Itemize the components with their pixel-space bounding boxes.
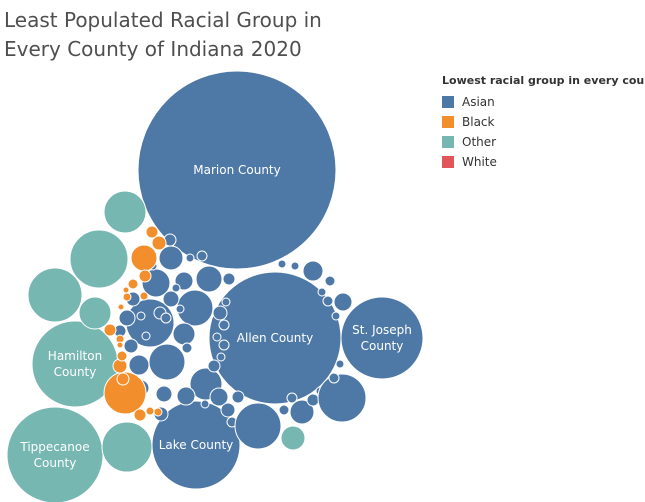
county-bubble[interactable] — [234, 402, 282, 450]
county-bubble[interactable] — [155, 385, 173, 403]
county-bubble[interactable] — [335, 359, 345, 369]
county-bubble[interactable] — [160, 312, 172, 324]
county-bubble[interactable] — [171, 283, 181, 293]
legend-item-white[interactable]: White — [442, 152, 642, 172]
county-bubble[interactable] — [322, 295, 334, 307]
legend-swatch-black — [442, 116, 454, 128]
county-bubble[interactable] — [116, 372, 130, 386]
county-bubble[interactable] — [118, 309, 136, 327]
county-bubble[interactable] — [139, 291, 149, 301]
county-bubble[interactable] — [172, 322, 196, 346]
county-bubble[interactable] — [231, 390, 245, 404]
county-bubble[interactable] — [176, 386, 196, 406]
legend-item-asian[interactable]: Asian — [442, 92, 642, 112]
county-bubble[interactable] — [116, 350, 128, 362]
county-bubble[interactable] — [195, 265, 223, 293]
county-bubble[interactable] — [181, 342, 193, 354]
county-bubble[interactable] — [317, 287, 327, 297]
legend-swatch-white — [442, 156, 454, 168]
county-bubble[interactable] — [331, 311, 341, 321]
county-bubble[interactable] — [212, 305, 228, 321]
county-bubble[interactable] — [138, 269, 152, 283]
legend-label-other: Other — [462, 135, 497, 149]
county-bubble[interactable] — [162, 290, 180, 308]
county-bubble[interactable] — [175, 304, 185, 314]
legend-item-black[interactable]: Black — [442, 112, 642, 132]
county-bubble[interactable] — [317, 373, 367, 423]
county-bubble[interactable] — [78, 296, 112, 330]
county-bubble[interactable] — [218, 339, 230, 351]
county-bubble[interactable] — [306, 393, 320, 407]
st-joseph-county-label: St. Joseph County — [352, 323, 412, 353]
tippecanoe-county-bubble[interactable] — [6, 406, 104, 502]
county-bubble[interactable] — [278, 404, 290, 416]
county-bubble[interactable] — [133, 408, 147, 422]
county-bubble[interactable] — [141, 331, 151, 341]
county-bubble[interactable] — [328, 372, 340, 384]
county-bubble[interactable] — [222, 272, 236, 286]
county-bubble[interactable] — [153, 407, 163, 417]
county-bubble[interactable] — [216, 352, 226, 362]
lake-county-label: Lake County — [159, 438, 234, 452]
county-bubble[interactable] — [122, 292, 132, 302]
county-bubble[interactable] — [128, 354, 150, 376]
hamilton-county-label: Hamilton County — [48, 349, 102, 379]
county-bubble[interactable] — [101, 421, 153, 473]
county-bubble[interactable] — [148, 343, 186, 381]
county-bubble[interactable] — [324, 275, 336, 287]
county-bubble[interactable] — [103, 371, 147, 415]
county-bubble[interactable] — [27, 267, 83, 323]
county-bubble[interactable] — [130, 244, 158, 272]
county-bubble[interactable] — [212, 332, 222, 342]
county-bubble[interactable] — [290, 261, 300, 271]
county-bubble[interactable] — [333, 292, 353, 312]
county-bubble[interactable] — [117, 303, 125, 311]
county-bubble[interactable] — [145, 225, 159, 239]
legend: Lowest racial group in every county Asia… — [442, 74, 645, 172]
county-bubble[interactable] — [69, 229, 129, 289]
chart-title: Least Populated Racial Group in Every Co… — [4, 8, 322, 61]
county-bubble[interactable] — [221, 297, 231, 307]
legend-swatch-other — [442, 136, 454, 148]
st-joseph-county-bubble[interactable] — [340, 296, 424, 380]
county-bubble[interactable] — [122, 286, 130, 294]
legend-item-other[interactable]: Other — [442, 132, 642, 152]
marion-county-bubble[interactable] — [137, 70, 337, 270]
county-bubble[interactable] — [185, 253, 195, 263]
tippecanoe-county-label: Tippecanoe County — [19, 440, 89, 470]
county-bubble[interactable] — [286, 392, 298, 404]
legend-label-black: Black — [462, 115, 495, 129]
county-bubble[interactable] — [200, 399, 210, 409]
county-bubble[interactable] — [196, 250, 208, 262]
county-bubble[interactable] — [151, 235, 167, 251]
legend-title: Lowest racial group in every county — [442, 74, 645, 87]
county-bubble[interactable] — [220, 402, 236, 418]
county-bubble[interactable] — [302, 260, 324, 282]
allen-county-label: Allen County — [237, 331, 313, 345]
legend-swatch-asian — [442, 96, 454, 108]
county-bubble[interactable] — [280, 425, 306, 451]
county-bubble[interactable] — [158, 245, 184, 271]
county-bubble[interactable] — [127, 278, 139, 290]
county-bubble[interactable] — [145, 406, 155, 416]
county-bubble[interactable] — [116, 341, 124, 349]
county-bubble[interactable] — [103, 190, 147, 234]
county-bubble[interactable] — [277, 259, 287, 269]
county-bubble[interactable] — [136, 311, 146, 321]
legend-label-white: White — [462, 155, 497, 169]
county-bubble[interactable] — [123, 338, 139, 354]
marion-county-label: Marion County — [193, 163, 280, 177]
legend-label-asian: Asian — [462, 95, 495, 109]
county-bubble[interactable] — [207, 359, 221, 373]
county-bubble[interactable] — [218, 319, 230, 331]
county-bubble[interactable] — [289, 399, 315, 425]
county-bubble[interactable] — [209, 387, 229, 407]
county-bubble[interactable] — [103, 323, 117, 337]
